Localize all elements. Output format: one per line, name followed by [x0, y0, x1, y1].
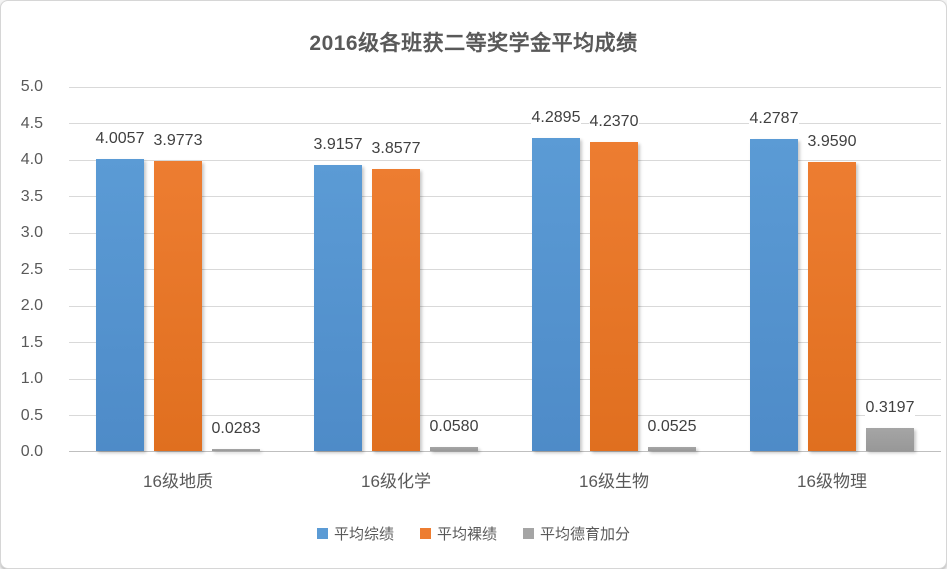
y-tick-label: 0.0 — [20, 443, 43, 460]
bar-value-label: 4.2370 — [568, 112, 660, 131]
bar-value-label: 0.0580 — [408, 417, 500, 436]
legend-label: 平均德育加分 — [540, 526, 631, 543]
bar-series-1-cat-1 — [372, 169, 420, 451]
legend-item: 平均德育加分 — [523, 523, 630, 544]
bar-series-0-cat-0 — [96, 158, 144, 451]
gridline — [69, 415, 941, 416]
y-tick-label: 0.5 — [20, 406, 43, 424]
gridline — [69, 378, 941, 380]
gridline — [69, 232, 941, 234]
bar-value-text: 3.9773 — [152, 131, 204, 149]
gridline — [69, 342, 941, 343]
bar-value-label: 4.2787 — [728, 109, 820, 128]
bar-series-2-cat-2 — [648, 447, 696, 451]
bar-value-text: 4.2370 — [588, 112, 640, 130]
bar-value-label: 3.9590 — [786, 133, 878, 151]
bar-value-label: 0.3197 — [844, 398, 936, 417]
bar-value-text: 0.3197 — [864, 398, 916, 416]
bar-value-text: 4.0057 — [94, 129, 146, 147]
gridline — [69, 196, 941, 197]
gridline — [69, 86, 941, 88]
bar-series-0-cat-3 — [750, 138, 798, 451]
bar-series-0-cat-1 — [314, 165, 362, 451]
bar-value-text: 0.0283 — [210, 419, 262, 437]
x-axis-labels: 16级地质 16级化学 16级生物 16级物理 — [69, 467, 941, 491]
gridline — [69, 159, 941, 161]
y-tick-label: 4.5 — [20, 114, 43, 132]
bar-value-label: 0.0525 — [626, 418, 718, 436]
legend-swatch-icon — [316, 528, 328, 539]
bar-series-2-cat-3 — [866, 427, 914, 451]
bar-series-1-cat-0 — [154, 160, 202, 451]
bar-series-2-cat-1 — [430, 446, 478, 451]
bar-value-label: 3.9157 — [292, 136, 384, 154]
legend-item: 平均综绩 — [316, 523, 394, 544]
bar-series-0-cat-2 — [532, 137, 580, 451]
bar-value-label: 4.2895 — [510, 108, 602, 127]
y-tick-label: 3.5 — [20, 187, 43, 205]
bar-value-label: 3.9773 — [132, 131, 224, 150]
legend-label: 平均裸绩 — [436, 526, 497, 543]
bar-series-1-cat-2 — [590, 141, 638, 451]
legend-swatch-icon — [419, 528, 431, 539]
bar-value-label: 3.8577 — [350, 140, 442, 158]
y-tick-label: 1.0 — [20, 370, 43, 387]
y-axis-labels: 0.0 0.5 1.0 1.5 2.0 2.5 3.0 3.5 4.0 4.5 5.0 — [1, 78, 53, 460]
gridline — [69, 305, 941, 307]
bar-value-label: 4.0057 — [74, 129, 166, 148]
y-tick-label: 4.0 — [20, 151, 43, 168]
plot-area: 4.0057 3.9157 4.2895 4.2787 3.9773 3.8577 4.23… — [69, 86, 941, 452]
bar-value-text: 3.9590 — [806, 133, 858, 150]
x-category-label: 16级物理 — [797, 472, 867, 491]
bar-value-text: 3.9157 — [312, 136, 364, 154]
bar-value-text: 0.0580 — [428, 417, 480, 435]
chart-title: 2016级各班获二等奖学金平均成绩 — [309, 32, 638, 55]
gridline — [69, 123, 941, 124]
bar-value-label: 0.0283 — [190, 419, 282, 438]
y-tick-label: 1.5 — [20, 333, 43, 351]
legend-item: 平均裸绩 — [419, 523, 497, 544]
x-category-label: 16级地质 — [143, 472, 213, 491]
gridline — [69, 269, 941, 270]
bar-value-text: 0.0525 — [646, 418, 698, 436]
y-tick-label: 2.0 — [20, 297, 43, 314]
y-tick-label: 5.0 — [20, 78, 43, 95]
y-tick-label: 3.0 — [20, 224, 43, 241]
bar-series-2-cat-0 — [212, 448, 260, 451]
y-tick-label: 2.5 — [20, 260, 43, 278]
legend-label: 平均综绩 — [333, 526, 394, 543]
bar-series-1-cat-3 — [808, 162, 856, 451]
legend: 平均综绩 平均裸绩 平均德育加分 — [1, 523, 946, 544]
legend-swatch-icon — [523, 528, 534, 539]
x-category-label: 16级化学 — [361, 472, 431, 491]
x-category-label: 16级生物 — [579, 472, 649, 491]
bar-value-text: 3.8577 — [370, 140, 422, 158]
bar-value-text: 4.2787 — [748, 109, 800, 127]
